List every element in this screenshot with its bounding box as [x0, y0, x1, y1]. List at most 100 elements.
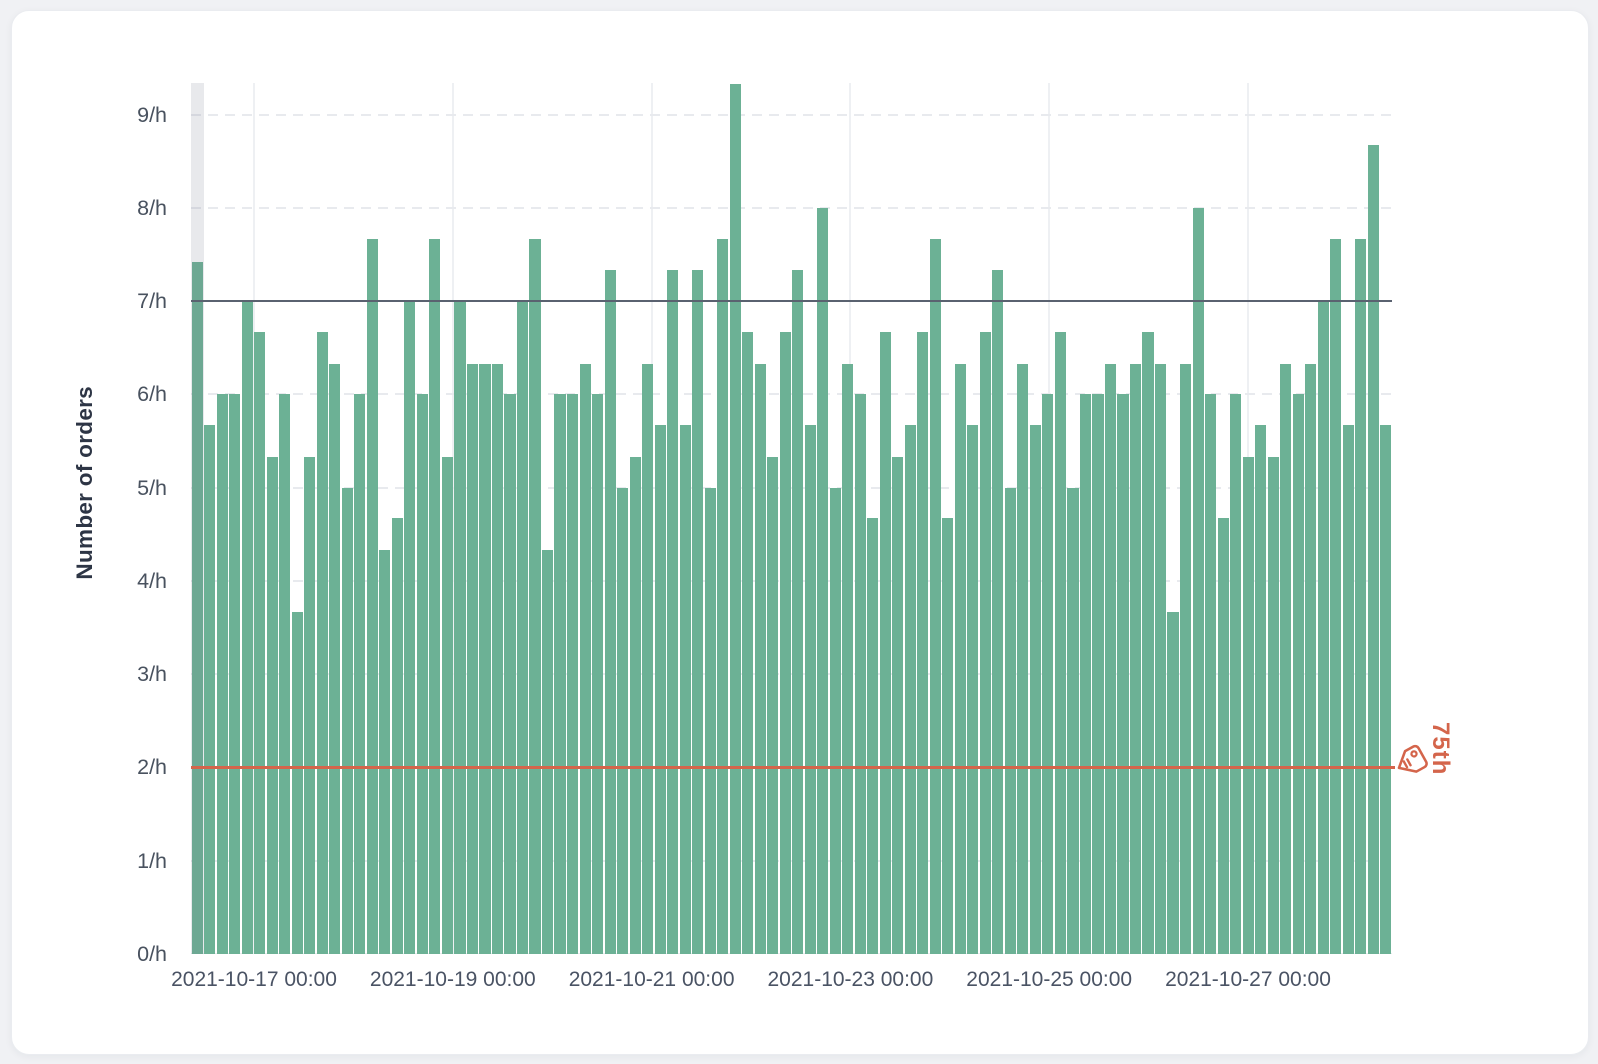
bar[interactable] [1117, 394, 1129, 954]
bar[interactable] [667, 270, 679, 954]
bar[interactable] [241, 301, 253, 954]
bar[interactable] [904, 425, 916, 954]
bar[interactable] [979, 331, 991, 954]
bar[interactable] [654, 425, 666, 954]
bar[interactable] [1029, 425, 1041, 954]
bar[interactable] [992, 270, 1004, 954]
bar[interactable] [304, 456, 316, 954]
bar[interactable] [1054, 331, 1066, 954]
bar[interactable] [1092, 394, 1104, 954]
bar[interactable] [879, 331, 891, 954]
horizontal-gridline [191, 486, 1392, 489]
bar[interactable] [929, 238, 941, 954]
bar[interactable] [854, 394, 866, 954]
bar[interactable] [429, 238, 441, 954]
bar[interactable] [954, 363, 966, 954]
y-tick-label: 3/h [137, 662, 167, 687]
bar[interactable] [1255, 425, 1267, 954]
bar[interactable] [379, 550, 391, 954]
bar[interactable] [754, 363, 766, 954]
bar[interactable] [554, 394, 566, 954]
bar[interactable] [767, 456, 779, 954]
bar[interactable] [1129, 363, 1142, 954]
bar[interactable] [291, 611, 303, 954]
bar[interactable] [604, 270, 616, 954]
bar[interactable] [567, 394, 579, 954]
bar[interactable] [967, 425, 979, 954]
bar[interactable] [541, 550, 554, 954]
bar[interactable] [1330, 238, 1342, 954]
bar[interactable] [416, 394, 428, 954]
bar[interactable] [354, 394, 366, 954]
bar[interactable] [1154, 363, 1167, 954]
bar[interactable] [1142, 331, 1154, 954]
bar[interactable] [204, 425, 216, 954]
percentile-line-75th [191, 766, 1395, 769]
bar[interactable] [867, 518, 879, 954]
bar[interactable] [804, 425, 816, 954]
bar[interactable] [454, 301, 466, 954]
bar[interactable] [1205, 394, 1217, 954]
bar[interactable] [441, 456, 453, 954]
bar[interactable] [1079, 394, 1092, 954]
bar[interactable] [917, 331, 929, 954]
bar[interactable] [842, 363, 854, 954]
bar[interactable] [466, 363, 479, 954]
bar[interactable] [516, 301, 529, 954]
bar[interactable] [504, 394, 516, 954]
bar[interactable] [1280, 363, 1292, 954]
bar[interactable] [579, 363, 591, 954]
bar[interactable] [1167, 611, 1179, 954]
bar[interactable] [692, 270, 704, 954]
bar[interactable] [391, 518, 403, 954]
bar[interactable] [529, 238, 541, 954]
bar[interactable] [892, 456, 904, 954]
bar[interactable] [617, 487, 629, 954]
bar[interactable] [404, 301, 416, 954]
bar[interactable] [1355, 238, 1367, 954]
bar[interactable] [279, 394, 291, 954]
bar[interactable] [729, 83, 741, 954]
bar[interactable] [779, 331, 791, 954]
bar[interactable] [679, 425, 691, 954]
bar[interactable] [479, 363, 491, 954]
bar[interactable] [1292, 394, 1304, 954]
bar[interactable] [1179, 363, 1192, 954]
bar[interactable] [1267, 456, 1279, 954]
bar[interactable] [1367, 145, 1379, 954]
bar[interactable] [266, 456, 278, 954]
bar[interactable] [366, 238, 378, 954]
bar[interactable] [742, 331, 754, 954]
bar[interactable] [329, 363, 341, 954]
bar[interactable] [1305, 363, 1317, 954]
bar[interactable] [1317, 301, 1329, 954]
bar[interactable] [592, 394, 604, 954]
bar[interactable] [829, 487, 841, 954]
chart-card: Number of orders 0/h 1/h 2/h 3/h 4/h 5/h 6/h 7/… [11, 10, 1589, 1055]
bar[interactable] [1004, 487, 1016, 954]
bar[interactable] [1104, 363, 1117, 954]
bar[interactable] [704, 487, 716, 954]
bar[interactable] [1067, 487, 1079, 954]
bar[interactable] [491, 363, 504, 954]
bar[interactable] [717, 238, 729, 954]
bar[interactable] [1342, 425, 1354, 954]
bar[interactable] [191, 261, 203, 954]
bar[interactable] [1017, 363, 1029, 954]
bar[interactable] [1042, 394, 1054, 954]
bar[interactable] [1380, 425, 1392, 954]
bar[interactable] [1217, 518, 1229, 954]
bar[interactable] [629, 456, 641, 954]
bar[interactable] [942, 518, 954, 954]
bar[interactable] [642, 363, 654, 954]
bar[interactable] [1242, 456, 1254, 954]
bar[interactable] [1192, 207, 1204, 954]
bar[interactable] [1230, 394, 1242, 954]
bar[interactable] [316, 331, 328, 954]
bar[interactable] [341, 487, 353, 954]
bar[interactable] [216, 394, 228, 954]
bar[interactable] [254, 331, 266, 954]
bar[interactable] [817, 207, 829, 954]
bar[interactable] [229, 394, 241, 954]
bar[interactable] [792, 270, 804, 954]
